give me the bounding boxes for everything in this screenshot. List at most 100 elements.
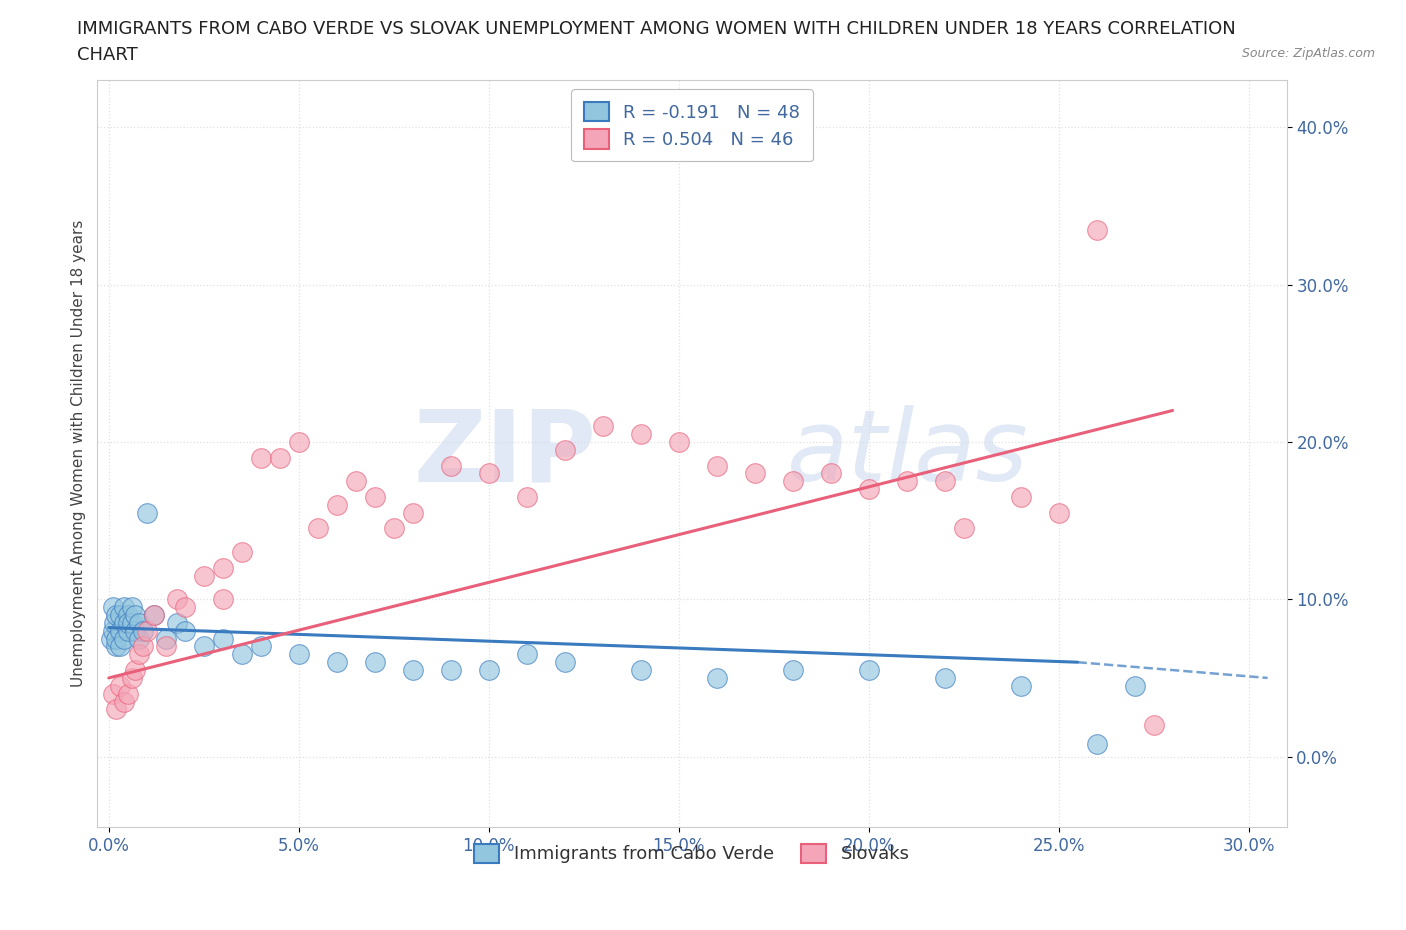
Point bbox=[896, 474, 918, 489]
Point bbox=[516, 647, 538, 662]
Point bbox=[820, 466, 842, 481]
Point bbox=[135, 623, 157, 638]
Point bbox=[155, 639, 177, 654]
Point bbox=[108, 678, 131, 693]
Point bbox=[211, 561, 233, 576]
Point bbox=[782, 663, 804, 678]
Point bbox=[478, 466, 501, 481]
Point bbox=[117, 607, 139, 622]
Point bbox=[173, 623, 195, 638]
Point bbox=[193, 639, 215, 654]
Point bbox=[124, 623, 146, 638]
Point bbox=[269, 450, 291, 465]
Point bbox=[554, 443, 576, 458]
Point bbox=[128, 631, 150, 646]
Point bbox=[364, 655, 387, 670]
Point bbox=[143, 607, 166, 622]
Point bbox=[1085, 737, 1108, 751]
Text: IMMIGRANTS FROM CABO VERDE VS SLOVAK UNEMPLOYMENT AMONG WOMEN WITH CHILDREN UNDE: IMMIGRANTS FROM CABO VERDE VS SLOVAK UNE… bbox=[77, 20, 1236, 38]
Point bbox=[173, 600, 195, 615]
Point bbox=[155, 631, 177, 646]
Point bbox=[121, 616, 143, 631]
Point bbox=[101, 623, 124, 638]
Point bbox=[668, 434, 690, 449]
Point bbox=[440, 663, 463, 678]
Point bbox=[103, 616, 125, 631]
Point bbox=[128, 616, 150, 631]
Point bbox=[325, 655, 347, 670]
Point bbox=[952, 521, 974, 536]
Point bbox=[516, 489, 538, 504]
Point bbox=[554, 655, 576, 670]
Point bbox=[1047, 505, 1070, 520]
Point bbox=[105, 639, 128, 654]
Point bbox=[592, 418, 614, 433]
Point bbox=[364, 489, 387, 504]
Point bbox=[193, 568, 215, 583]
Point bbox=[121, 600, 143, 615]
Point bbox=[287, 434, 309, 449]
Point bbox=[117, 623, 139, 638]
Point bbox=[132, 623, 155, 638]
Point bbox=[112, 631, 135, 646]
Point bbox=[858, 663, 880, 678]
Text: atlas: atlas bbox=[787, 405, 1029, 502]
Point bbox=[124, 663, 146, 678]
Point bbox=[108, 623, 131, 638]
Point bbox=[166, 616, 188, 631]
Point bbox=[231, 545, 253, 560]
Text: ZIP: ZIP bbox=[413, 405, 596, 502]
Text: CHART: CHART bbox=[77, 46, 138, 64]
Point bbox=[1010, 489, 1032, 504]
Point bbox=[630, 427, 652, 442]
Point bbox=[287, 647, 309, 662]
Point bbox=[307, 521, 329, 536]
Y-axis label: Unemployment Among Women with Children Under 18 years: Unemployment Among Women with Children U… bbox=[72, 220, 86, 687]
Point bbox=[630, 663, 652, 678]
Point bbox=[402, 663, 425, 678]
Point bbox=[211, 631, 233, 646]
Point bbox=[112, 600, 135, 615]
Point bbox=[706, 458, 728, 473]
Point bbox=[249, 450, 271, 465]
Point bbox=[166, 591, 188, 606]
Point bbox=[112, 616, 135, 631]
Point bbox=[402, 505, 425, 520]
Point bbox=[105, 631, 128, 646]
Point bbox=[782, 474, 804, 489]
Point bbox=[934, 474, 956, 489]
Point bbox=[124, 607, 146, 622]
Point bbox=[249, 639, 271, 654]
Point bbox=[101, 600, 124, 615]
Point bbox=[211, 591, 233, 606]
Point bbox=[108, 607, 131, 622]
Point bbox=[706, 671, 728, 685]
Point bbox=[135, 505, 157, 520]
Point bbox=[143, 607, 166, 622]
Point bbox=[440, 458, 463, 473]
Point bbox=[132, 639, 155, 654]
Point bbox=[1010, 678, 1032, 693]
Point bbox=[117, 686, 139, 701]
Point bbox=[101, 686, 124, 701]
Legend: Immigrants from Cabo Verde, Slovaks: Immigrants from Cabo Verde, Slovaks bbox=[467, 836, 917, 870]
Point bbox=[382, 521, 405, 536]
Point bbox=[108, 639, 131, 654]
Point bbox=[231, 647, 253, 662]
Point bbox=[1123, 678, 1146, 693]
Point bbox=[128, 647, 150, 662]
Point bbox=[858, 482, 880, 497]
Point bbox=[105, 702, 128, 717]
Point bbox=[112, 694, 135, 709]
Point bbox=[1085, 222, 1108, 237]
Point bbox=[344, 474, 367, 489]
Point bbox=[325, 498, 347, 512]
Point bbox=[1142, 718, 1164, 733]
Point bbox=[105, 607, 128, 622]
Point bbox=[934, 671, 956, 685]
Point bbox=[478, 663, 501, 678]
Point bbox=[744, 466, 766, 481]
Point bbox=[121, 671, 143, 685]
Point bbox=[100, 631, 122, 646]
Text: Source: ZipAtlas.com: Source: ZipAtlas.com bbox=[1241, 46, 1375, 60]
